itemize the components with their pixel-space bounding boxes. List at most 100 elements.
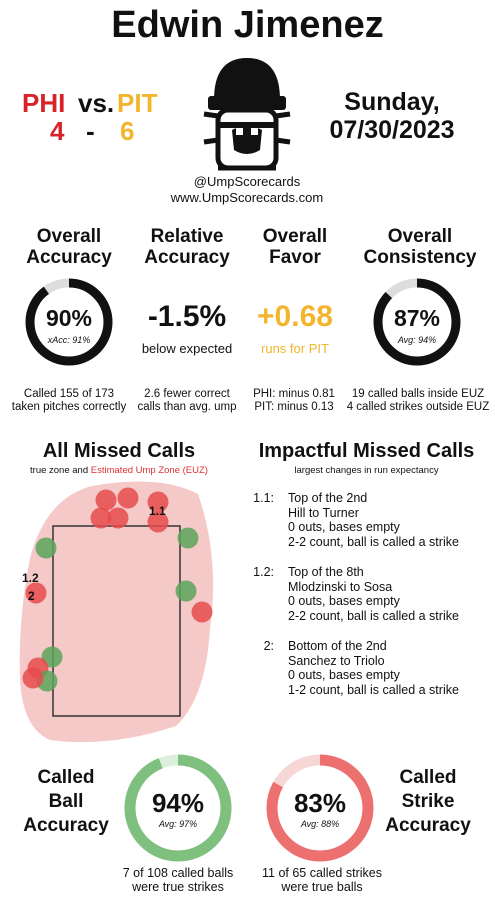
note-line: PIT: minus 0.13 [254,401,334,413]
overall-consistency-ring [373,278,461,366]
label-line: Called [399,767,457,788]
home-team-name: PIT [117,88,158,118]
title-line: Accuracy [26,247,112,268]
missed-strike-marker [90,507,112,529]
umpire-name: Edwin Jimenez [111,4,384,46]
called-ball-value: 94% [151,788,205,818]
impactful-call: 2: Bottom of the 2nd Sanchez to Triolo 0… [252,639,492,711]
away-score: 4 [50,116,65,146]
called-ball-ring [124,754,232,862]
call-number: 1.1: [253,491,274,505]
called-strike-arc [266,754,374,862]
called-strike-value: 83% [293,788,347,818]
call-number: 1.2: [253,565,274,579]
note-line: calls than avg. ump [137,401,237,413]
called-ball-label: Called Ball Accuracy [14,766,118,838]
note-line: 19 called balls inside EUZ [351,388,485,400]
twitter-handle[interactable]: @UmpScorecards [193,174,301,189]
missed-ball-marker [35,537,57,559]
legend-euz: Estimated Ump Zone (EUZ) [90,465,208,476]
called-ball-avg: Avg: 97% [158,819,198,829]
note-line: 2.6 fewer correct [144,388,230,400]
home-score: 6 [120,116,135,146]
call-details: Top of the 2nd Hill to Turner 0 outs, ba… [288,491,459,549]
score-dash: - [86,116,95,146]
call-count: 1-2 count, ball is called a strike [288,682,459,697]
overall-favor-value: +0.68 [257,300,333,333]
missed-ball-marker [177,527,199,549]
relative-accuracy-sub: below expected [141,341,233,356]
note-line: 4 called strikes outside EUZ [346,401,490,413]
overall-consistency-value: 87% [393,305,441,331]
missed-legend: true zone and Estimated Ump Zone (EUZ) [0,465,238,476]
call-situation: 0 outs, bases empty [288,594,400,608]
impactful-missed-calls-title: Impactful Missed Calls [258,440,475,462]
overall-accuracy-value: 90% [45,305,93,331]
note-line: 11 of 65 called strikes [262,866,382,880]
call-label-2: 2 [28,589,35,603]
overall-consistency-title: Overall Consistency [350,226,490,268]
missed-ball-marker [175,580,197,602]
away-team: PHI [22,88,65,119]
note-line: taken pitches correctly [11,401,127,413]
call-matchup: Sanchez to Triolo [288,653,385,668]
relative-accuracy-value: -1.5% [147,300,227,333]
note-line: Called 155 of 173 [23,388,115,400]
umpire-mask-logo [203,58,291,171]
title-line: Favor [269,247,321,268]
missed-strike-marker [25,582,47,604]
title-line: Relative [150,226,224,247]
versus-text: vs. [78,88,115,118]
label-line: Called [37,767,95,788]
called-ball-arc [124,754,232,862]
impactful-call: 1.1: Top of the 2nd Hill to Turner 0 out… [252,491,492,563]
call-situation: 0 outs, bases empty [288,668,400,682]
label-line: Ball [48,791,84,812]
impactful-subtitle: largest changes in run expectancy [294,465,439,476]
title-line: Overall [387,226,453,247]
legend-prefix: true zone and [30,465,89,476]
overall-accuracy-note: Called 155 of 173 taken pitches correctl… [4,388,134,414]
call-label-1-1: 1.1 [149,504,166,518]
impactful-call: 1.2: Top of the 8th Mlodzinski to Sosa 0… [252,565,492,637]
missed-strike-marker [107,507,129,529]
call-matchup: Mlodzinski to Sosa [288,579,393,594]
called-strike-label: Called Strike Accuracy [376,766,480,838]
call-inning: Top of the 8th [288,565,364,579]
call-details: Top of the 8th Mlodzinski to Sosa 0 outs… [288,565,459,623]
note-line: were true balls [281,880,363,894]
title-line: Overall [36,226,102,247]
pitch-markers [22,487,213,692]
relative-accuracy-title: Relative Accuracy [128,226,246,268]
away-team-name: PHI [22,88,66,118]
label-line: Accuracy [23,815,109,836]
title-line: Overall [262,226,328,247]
label-line: Strike [401,791,455,812]
missed-calls-plot: 1.1 1.2 2 [19,481,214,743]
called-ball-note: 7 of 108 called balls were true strikes [96,866,260,894]
missed-strike-marker [95,489,117,511]
estimated-ump-zone [19,481,214,743]
note-line: 7 of 108 called balls [122,866,234,880]
game-date: 07/30/2023 [329,116,455,144]
title-line: Consistency [363,247,477,268]
missed-strike-marker [191,601,213,623]
website-link[interactable]: www.UmpScorecards.com [170,190,324,205]
call-count: 2-2 count, ball is called a strike [288,534,459,549]
missed-strike-marker [147,511,169,533]
call-count: 2-2 count, ball is called a strike [288,608,459,623]
missed-strike-marker [22,667,44,689]
note-line: PHI: minus 0.81 [253,388,335,400]
overall-accuracy-ring [25,278,113,366]
title-line: Accuracy [144,247,230,268]
overall-favor-sub: runs for PIT [261,341,329,356]
call-matchup: Hill to Turner [288,505,359,520]
call-label-1-2: 1.2 [22,571,39,585]
call-number: 2: [263,639,274,653]
note-line: were true strikes [132,880,224,894]
called-strike-avg: Avg: 88% [300,819,340,829]
overall-consistency-note: 19 called balls inside EUZ 4 called stri… [342,388,494,414]
missed-strike-marker [117,487,139,509]
label-line: Accuracy [385,815,471,836]
consistency-avg: Avg: 94% [397,335,437,345]
